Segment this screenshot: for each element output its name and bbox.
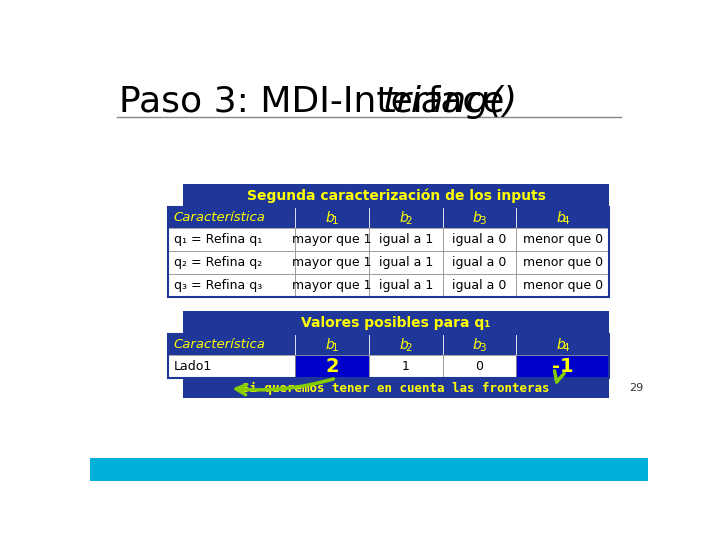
Bar [168, 274, 295, 298]
Bar [295, 228, 369, 251]
Text: menor que 0: menor que 0 [523, 233, 603, 246]
Text: Característica: Característica [174, 338, 266, 351]
Text: Lado1: Lado1 [174, 360, 212, 373]
Bar [369, 251, 443, 274]
Bar [516, 274, 609, 298]
Bar [168, 355, 295, 378]
Text: menor que 0: menor que 0 [523, 279, 603, 292]
Bar [516, 334, 609, 355]
Text: triang(): triang() [383, 85, 518, 119]
Text: b: b [473, 211, 482, 225]
Text: b: b [399, 338, 408, 352]
Text: b: b [473, 338, 482, 352]
Text: Característica: Característica [174, 211, 266, 224]
Text: mayor que 1: mayor que 1 [292, 256, 372, 269]
Text: 3: 3 [480, 215, 486, 226]
Text: b: b [556, 211, 564, 225]
Bar [168, 334, 295, 355]
Text: 1: 1 [402, 360, 410, 373]
Text: 2: 2 [405, 215, 413, 226]
Bar [443, 274, 516, 298]
Text: 1: 1 [332, 343, 338, 353]
Text: 2: 2 [405, 343, 413, 353]
Text: 0: 0 [475, 360, 483, 373]
Bar [168, 207, 609, 298]
Bar [369, 274, 443, 298]
Bar [369, 355, 443, 378]
Bar [443, 228, 516, 251]
Text: q₃ = Refina q₃: q₃ = Refina q₃ [174, 279, 262, 292]
Text: 3: 3 [480, 343, 486, 353]
Text: b: b [556, 338, 564, 352]
Text: igual a 0: igual a 0 [452, 256, 507, 269]
Bar [183, 378, 609, 398]
Text: b: b [325, 338, 334, 352]
Text: mayor que 1: mayor que 1 [292, 233, 372, 246]
Text: b: b [399, 211, 408, 225]
Bar [295, 334, 369, 355]
Text: menor que 0: menor que 0 [523, 256, 603, 269]
Bar [369, 228, 443, 251]
Text: igual a 1: igual a 1 [379, 256, 433, 269]
Text: mayor que 1: mayor que 1 [292, 279, 372, 292]
Text: 1: 1 [332, 215, 338, 226]
Bar [443, 355, 516, 378]
Bar [168, 228, 295, 251]
Text: igual a 1: igual a 1 [379, 233, 433, 246]
Bar [183, 184, 609, 207]
Text: Paso 3: MDI-Interface: Paso 3: MDI-Interface [120, 85, 516, 119]
Text: Segunda caracterización de los inputs: Segunda caracterización de los inputs [247, 188, 546, 203]
Text: igual a 0: igual a 0 [452, 279, 507, 292]
Bar [516, 355, 609, 378]
Bar [183, 311, 609, 334]
Bar [443, 334, 516, 355]
Text: 2: 2 [325, 357, 339, 376]
Text: -1: -1 [552, 357, 574, 376]
Bar [295, 251, 369, 274]
Text: q₁ = Refina q₁: q₁ = Refina q₁ [174, 233, 262, 246]
Bar [168, 251, 295, 274]
Text: igual a 1: igual a 1 [379, 279, 433, 292]
Bar [168, 207, 295, 228]
Bar [90, 457, 648, 481]
Text: Si queremos tener en cuenta las fronteras: Si queremos tener en cuenta las frontera… [243, 382, 550, 395]
Bar [516, 228, 609, 251]
Text: 29: 29 [629, 383, 644, 393]
Text: 4: 4 [562, 343, 570, 353]
Bar [168, 334, 609, 378]
Bar [295, 274, 369, 298]
Text: Valores posibles para q₁: Valores posibles para q₁ [302, 316, 491, 330]
Bar [295, 207, 369, 228]
Bar [443, 207, 516, 228]
Bar [443, 251, 516, 274]
Bar [369, 207, 443, 228]
Bar [516, 251, 609, 274]
Bar [516, 207, 609, 228]
Bar [369, 334, 443, 355]
Text: q₂ = Refina q₂: q₂ = Refina q₂ [174, 256, 262, 269]
Bar [295, 355, 369, 378]
Text: igual a 0: igual a 0 [452, 233, 507, 246]
Text: 4: 4 [562, 215, 570, 226]
Text: b: b [325, 211, 334, 225]
